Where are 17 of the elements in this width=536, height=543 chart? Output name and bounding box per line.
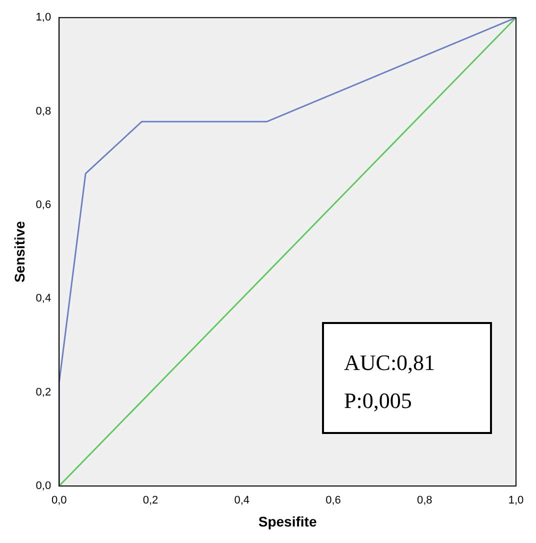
annotation: P:0,005 <box>344 387 413 415</box>
x-tick-label: 0,4 <box>234 494 250 507</box>
x-tick-label: 0,8 <box>416 494 432 507</box>
y-tick-label: 0,6 <box>36 198 52 211</box>
y-tick-label: 0,4 <box>36 292 52 305</box>
x-axis-title: Spesifite <box>258 513 317 530</box>
x-tick-label: 0,6 <box>326 494 341 507</box>
x-tick-label: 0,0 <box>51 494 67 507</box>
x-tick-label: 1,0 <box>508 494 524 507</box>
text-box: AUC:0,81 P:0,005 <box>322 322 492 434</box>
y-tick-label: 0,0 <box>36 480 52 492</box>
y-tick-label: 0,2 <box>36 386 52 398</box>
y-axis-title: Sensitive <box>11 220 28 283</box>
y-tick-label: 1,0 <box>36 12 52 24</box>
y-tick-label: 0,8 <box>36 105 52 118</box>
annotation: AUC:0,81 <box>344 349 436 377</box>
x-tick-label: 0,2 <box>142 494 158 507</box>
